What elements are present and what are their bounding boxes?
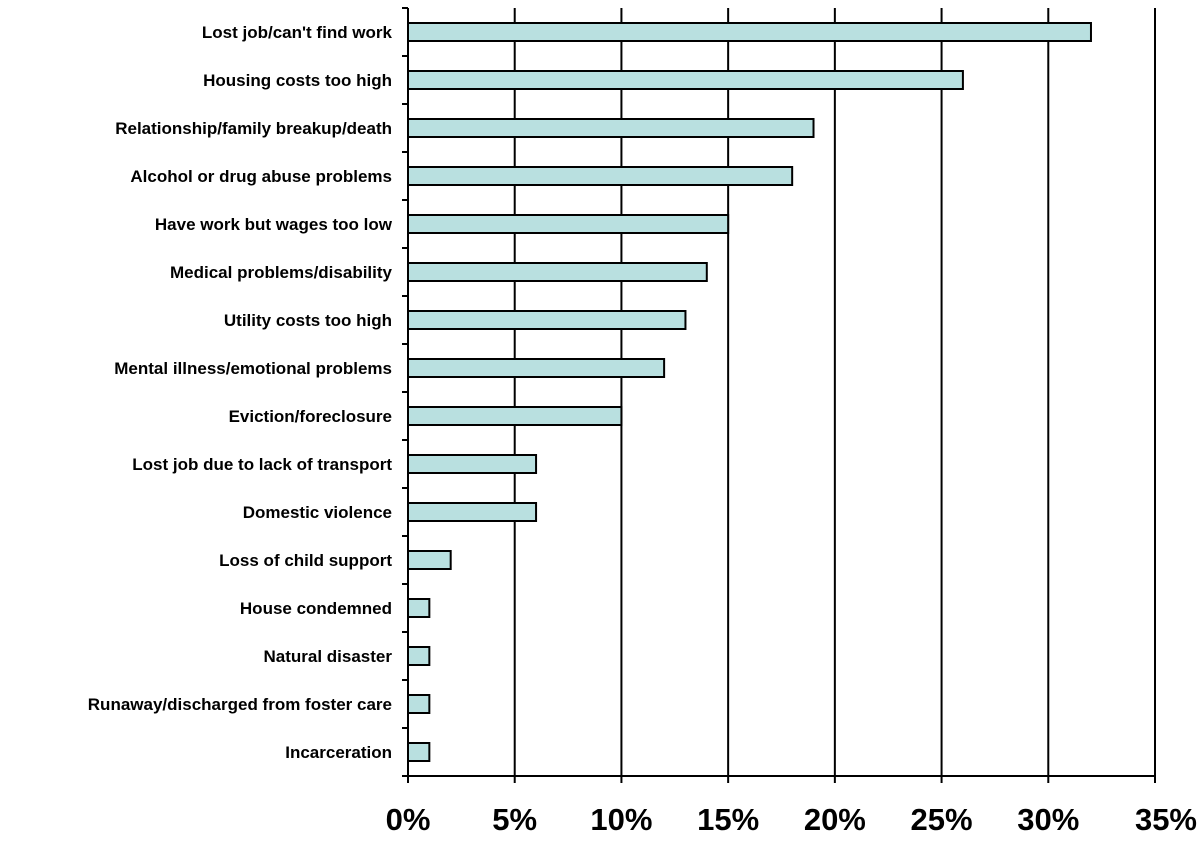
category-label: Lost job/can't find work [202, 23, 393, 42]
category-label: House condemned [240, 599, 392, 618]
x-tick-label: 35% [1135, 802, 1197, 837]
x-tick-label: 5% [492, 802, 537, 837]
x-tick-label: 10% [590, 802, 652, 837]
category-label: Domestic violence [243, 503, 392, 522]
bar-4 [407, 166, 794, 186]
bar-9 [407, 406, 623, 426]
bar-6 [407, 262, 708, 282]
bar-2 [407, 70, 964, 90]
category-label: Utility costs too high [224, 311, 392, 330]
category-label: Natural disaster [264, 647, 393, 666]
bar-10 [407, 454, 538, 474]
bar-8 [407, 358, 666, 378]
category-label: Housing costs too high [203, 71, 392, 90]
axes [402, 7, 1156, 783]
category-label: Mental illness/emotional problems [114, 359, 392, 378]
category-labels: Lost job/can't find work Housing costs to… [88, 23, 393, 762]
category-label: Eviction/foreclosure [229, 407, 392, 426]
category-label: Lost job due to lack of transport [132, 455, 392, 474]
bar-3 [407, 118, 815, 138]
category-label: Loss of child support [219, 551, 392, 570]
bar-13 [407, 598, 431, 618]
x-tick-label: 25% [911, 802, 973, 837]
x-tick-label: 20% [804, 802, 866, 837]
bar-15 [407, 694, 431, 714]
bar-12 [407, 550, 452, 570]
category-label: Alcohol or drug abuse problems [130, 167, 392, 186]
x-tick-label: 0% [386, 802, 431, 837]
bar-11 [407, 502, 538, 522]
category-label: Runaway/discharged from foster care [88, 695, 392, 714]
bar-5 [407, 214, 730, 234]
x-tick-labels: 0% 5% 10% 15% 20% 25% 30% 35% [386, 802, 1197, 837]
category-label: Medical problems/disability [170, 263, 393, 282]
x-tick-label: 15% [697, 802, 759, 837]
category-label: Have work but wages too low [155, 215, 393, 234]
bar-7 [407, 310, 687, 330]
category-label: Relationship/family breakup/death [115, 119, 392, 138]
category-label: Incarceration [285, 743, 392, 762]
bar-16 [407, 742, 431, 762]
bar-14 [407, 646, 431, 666]
bars [407, 22, 1092, 762]
bar-1 [407, 22, 1092, 42]
x-tick-label: 30% [1017, 802, 1079, 837]
